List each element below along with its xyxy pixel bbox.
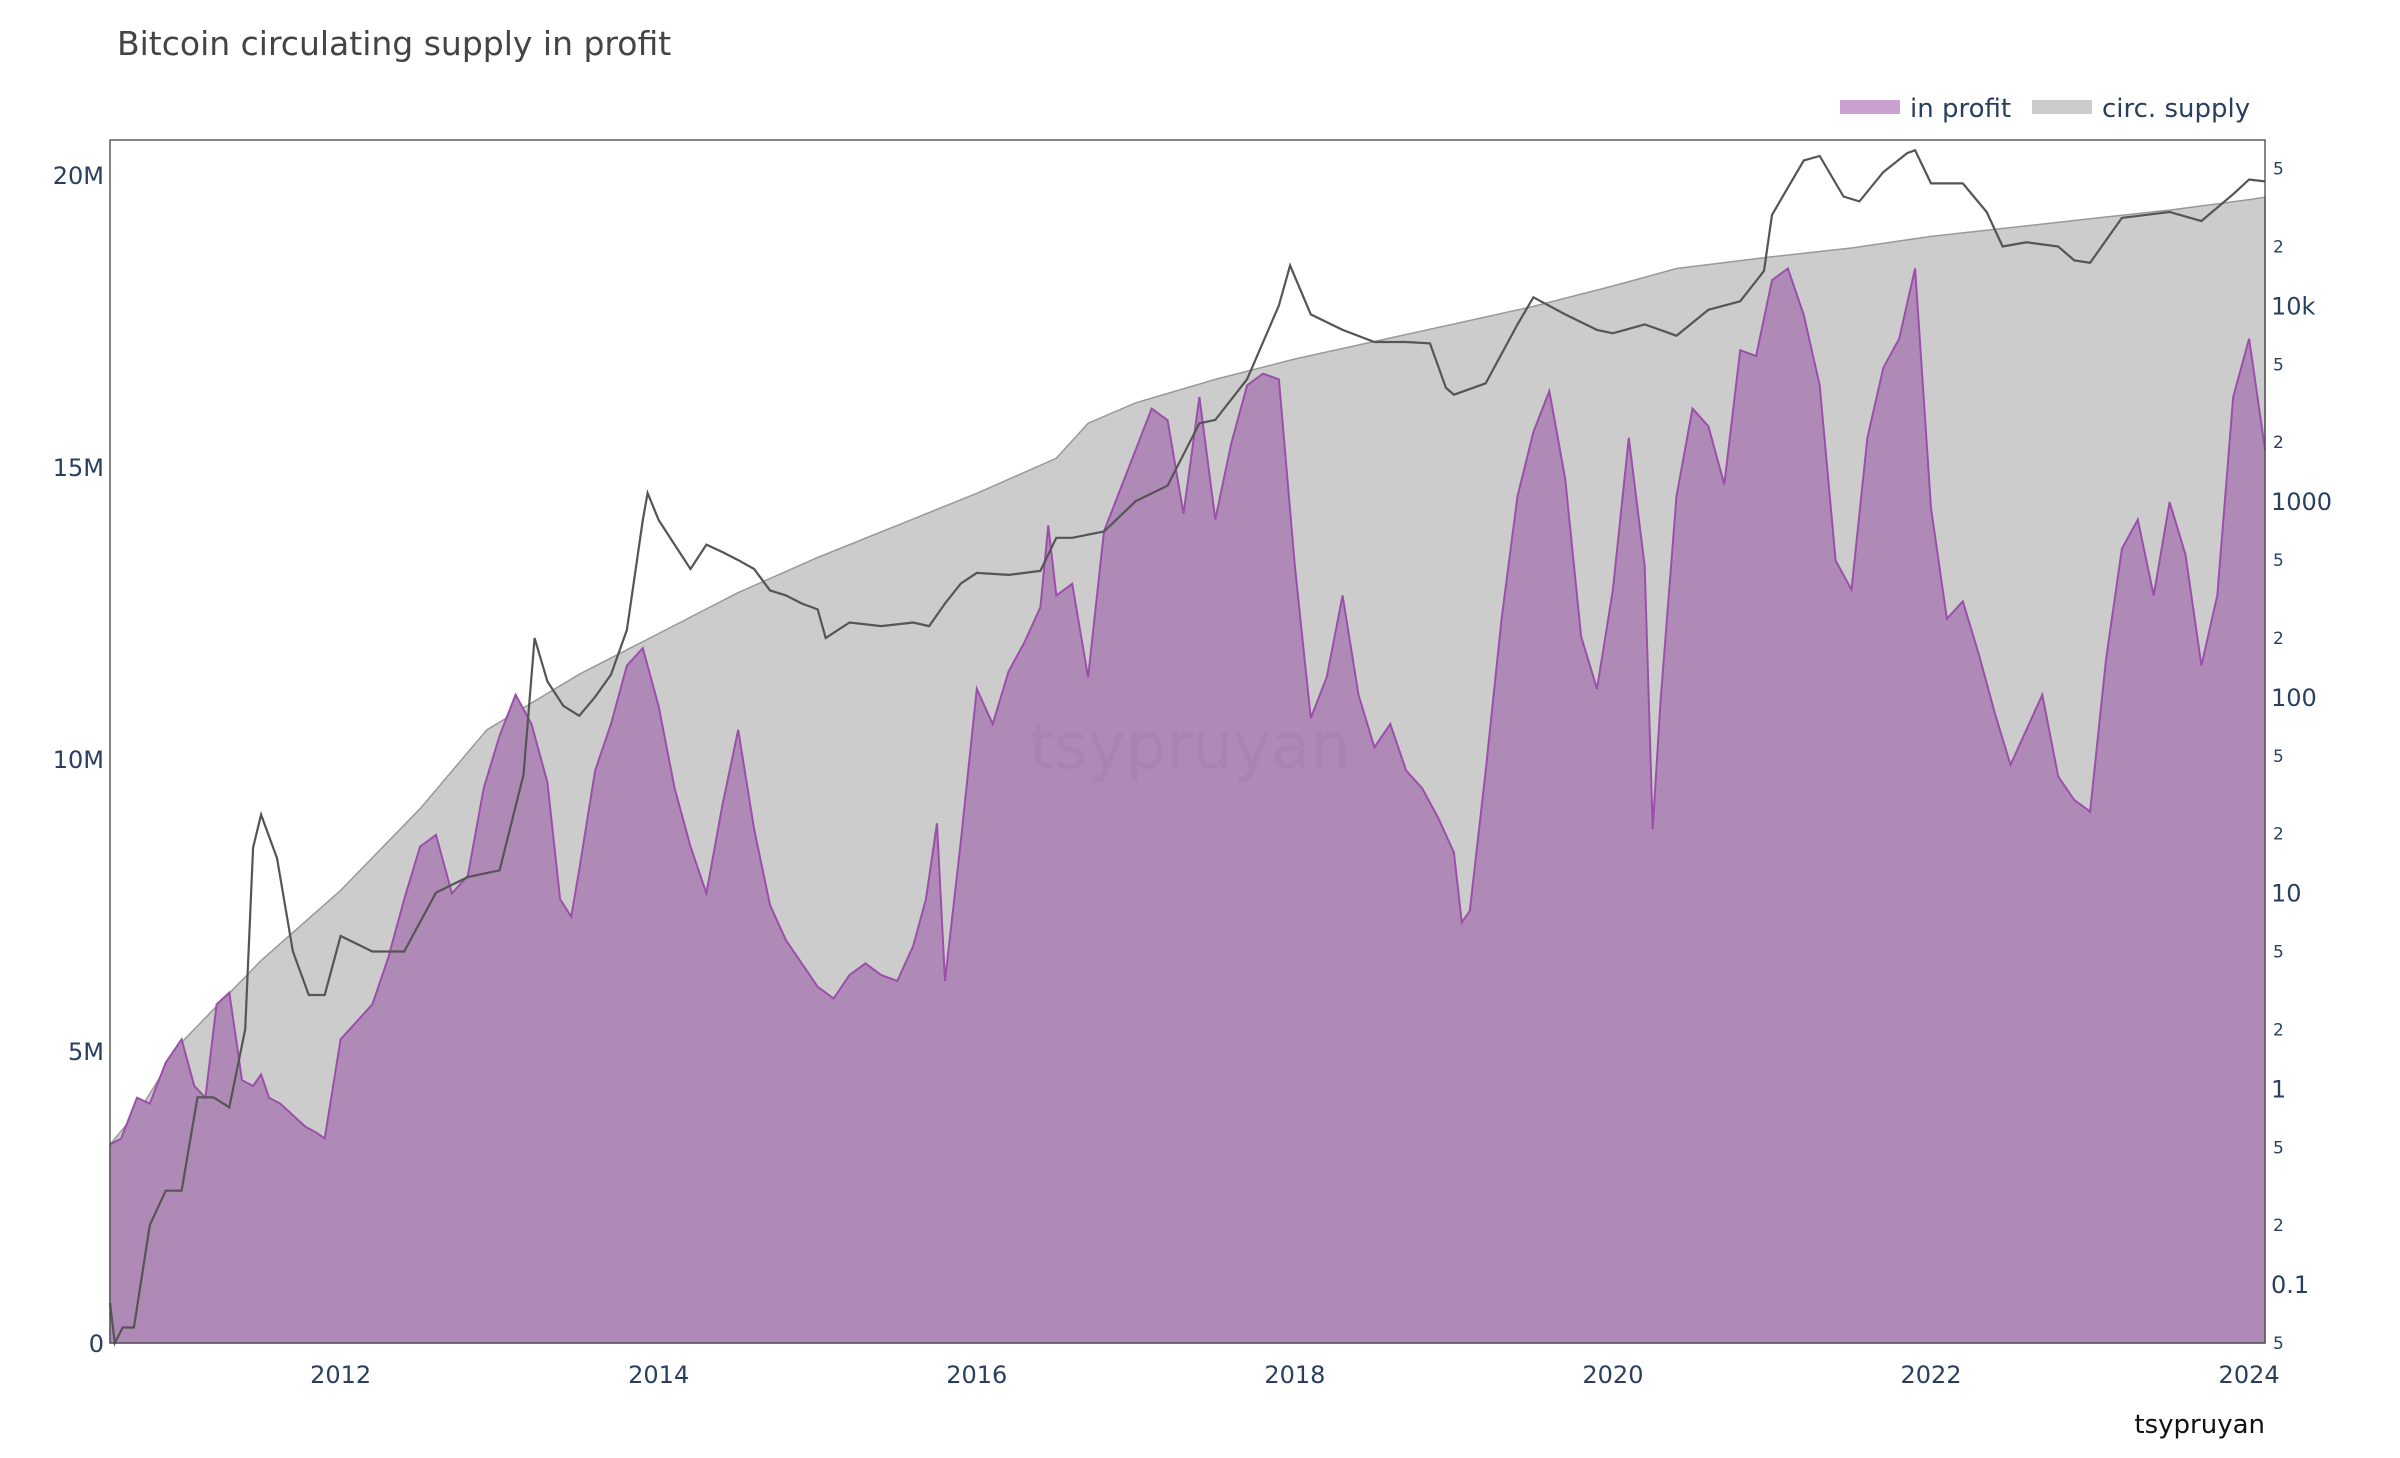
y-tick-label: 10M: [53, 746, 104, 774]
y2-tick-label: 100: [2271, 684, 2317, 712]
y-tick-label: 0: [89, 1330, 104, 1358]
plot-frame: [109, 139, 2266, 1344]
credit-label: tsypruyan: [2134, 1410, 2265, 1440]
x-tick-label: 2018: [1264, 1361, 1325, 1389]
y2-minor-tick-label: 2: [2273, 1216, 2284, 1236]
x-tick-label: 2024: [2219, 1361, 2280, 1389]
axes: 2012 2014 2016 2018 2020 2022 2024 0 5M 10M 15M 20M…: [53, 139, 2332, 1389]
legend-swatch-circ-supply: [2032, 100, 2092, 114]
series-in-profit-area: [110, 268, 2265, 1343]
y-tick-label: 20M: [53, 162, 104, 190]
y2-minor-tick-label: 2: [2273, 1020, 2284, 1040]
y2-minor-tick-label: 5: [2273, 551, 2284, 571]
series-in-profit-line: [109, 266, 2266, 1146]
y2-tick-label: 10: [2271, 880, 2302, 908]
y2-minor-tick-label: 5: [2273, 943, 2284, 963]
y-tick-label: 15M: [53, 454, 104, 482]
y2-minor-tick-label: 5: [2273, 747, 2284, 767]
y2-minor-tick-label: 2: [2273, 433, 2284, 453]
y2-minor-tick-label: 5: [2273, 355, 2284, 375]
x-tick-label: 2012: [310, 1361, 371, 1389]
y2-tick-label: 1000: [2271, 488, 2332, 516]
y-tick-label: 5M: [68, 1038, 104, 1066]
chart-title: Bitcoin circulating supply in profit: [117, 24, 671, 63]
x-tick-label: 2016: [946, 1361, 1007, 1389]
legend: in profit circ. supply: [1840, 94, 2250, 124]
y2-tick-label: 1: [2271, 1075, 2286, 1103]
y2-minor-tick-label: 5: [2273, 160, 2284, 180]
y2-minor-tick-label: 5: [2273, 1138, 2284, 1158]
x-tick-label: 2022: [1900, 1361, 1961, 1389]
series-price-line: [108, 148, 2266, 1347]
y2-minor-tick-label: 5: [2273, 1334, 2284, 1354]
y2-minor-tick-label: 2: [2273, 825, 2284, 845]
x-tick-label: 2014: [628, 1361, 689, 1389]
legend-label-circ-supply: circ. supply: [2102, 94, 2250, 124]
y2-minor-tick-label: 2: [2273, 237, 2284, 257]
x-tick-label: 2020: [1582, 1361, 1643, 1389]
legend-swatch-in-profit: [1840, 100, 1900, 114]
legend-label-in-profit: in profit: [1910, 94, 2011, 124]
y2-tick-label: 10k: [2271, 292, 2316, 320]
plot-area: [108, 148, 2266, 1347]
y2-tick-label: 0.1: [2271, 1271, 2309, 1299]
y2-minor-tick-label: 2: [2273, 629, 2284, 649]
watermark: tsypruyan: [1029, 710, 1350, 784]
